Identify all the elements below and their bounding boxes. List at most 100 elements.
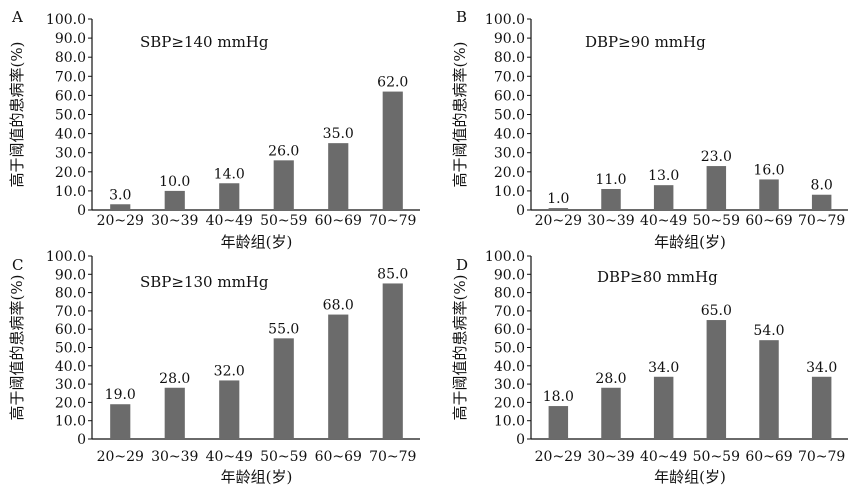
x-tick-label: 50~59 <box>260 213 307 229</box>
y-tick-label: 20.0 <box>55 395 86 411</box>
x-tick-label: 20~29 <box>97 449 144 465</box>
bar <box>273 160 294 210</box>
y-tick-label: 90.0 <box>55 31 86 47</box>
y-tick-label: 20.0 <box>494 165 525 181</box>
bar-value-label: 32.0 <box>214 363 245 379</box>
panel-a: A 0 10.0 20.0 30.0 40.0 50.0 60.0 70.0 80.0 90.0 10… <box>8 8 420 251</box>
bar <box>653 185 674 210</box>
bar-value-label: 11.0 <box>595 172 626 188</box>
condition-annotation: DBP≥80 mmHg <box>597 268 718 286</box>
y-tick-label: 0 <box>77 432 86 448</box>
bar-value-label: 35.0 <box>323 126 354 142</box>
bar <box>273 338 294 439</box>
x-tick-label: 30~39 <box>587 449 634 465</box>
y-tick-label: 80.0 <box>55 286 86 302</box>
bar <box>328 314 349 439</box>
bar-value-label: 1.0 <box>547 191 569 207</box>
bar <box>382 283 403 439</box>
x-tick-label: 50~59 <box>693 449 740 465</box>
y-tick-label: 50.0 <box>55 108 86 124</box>
x-axis-title: 年龄组(岁) <box>654 468 726 486</box>
x-tick-label: 40~49 <box>206 213 253 229</box>
bar-value-label: 34.0 <box>806 360 837 376</box>
y-tick-label: 70.0 <box>494 69 525 85</box>
y-tick-label: 20.0 <box>55 165 86 181</box>
x-tick-label: 30~39 <box>151 213 198 229</box>
bar-value-label: 54.0 <box>753 323 784 339</box>
x-tick-label: 70~79 <box>369 449 416 465</box>
bar-value-label: 55.0 <box>268 321 299 337</box>
y-tick-label: 70.0 <box>55 304 86 320</box>
x-tick-label: 60~69 <box>315 449 362 465</box>
bar-value-label: 28.0 <box>159 371 190 387</box>
y-tick-label: 10.0 <box>494 414 525 430</box>
bar <box>548 406 569 439</box>
bar-value-label: 3.0 <box>109 187 131 203</box>
y-tick-label: 10.0 <box>55 184 86 200</box>
bar-value-label: 34.0 <box>648 360 679 376</box>
y-tick-label: 60.0 <box>494 322 525 338</box>
x-axis-title: 年龄组(岁) <box>654 233 726 251</box>
bar <box>110 204 131 210</box>
panel-label: D <box>456 256 468 274</box>
y-axis-title: 高于阈值的患病率(%) <box>451 42 469 188</box>
y-axis-title: 高于阈值的患病率(%) <box>451 275 469 421</box>
bar <box>706 320 727 439</box>
y-tick-label: 0 <box>516 203 525 219</box>
bar-value-label: 65.0 <box>701 303 732 319</box>
panel-d: D 0 10.0 20.0 30.0 40.0 50.0 60.0 70.0 80.0 90.0 10… <box>451 249 848 486</box>
x-tick-label: 20~29 <box>535 213 582 229</box>
bar-value-label: 85.0 <box>377 266 408 282</box>
panel-label: A <box>11 8 23 26</box>
x-tick-label: 60~69 <box>745 449 792 465</box>
y-tick-label: 0 <box>516 432 525 448</box>
y-tick-label: 50.0 <box>55 341 86 357</box>
bar <box>759 340 779 439</box>
y-tick-label: 90.0 <box>494 31 525 47</box>
x-tick-label: 70~79 <box>798 213 845 229</box>
bar <box>653 376 674 439</box>
y-tick-label: 30.0 <box>55 377 86 393</box>
bar-value-label: 26.0 <box>268 143 299 159</box>
y-tick-label: 80.0 <box>494 286 525 302</box>
x-tick-label: 20~29 <box>535 449 582 465</box>
x-tick-label: 50~59 <box>693 213 740 229</box>
panel-b: B 0 10.0 20.0 30.0 40.0 50.0 60.0 70.0 80.0 90.0 10… <box>451 8 848 251</box>
x-tick-label: 70~79 <box>798 449 845 465</box>
bar-value-label: 28.0 <box>595 371 626 387</box>
y-tick-label: 50.0 <box>494 341 525 357</box>
y-tick-label: 40.0 <box>494 359 525 375</box>
x-tick-label: 50~59 <box>260 449 307 465</box>
y-tick-label: 90.0 <box>55 267 86 283</box>
y-tick-label: 100.0 <box>46 12 86 28</box>
y-tick-label: 10.0 <box>494 184 525 200</box>
y-tick-label: 20.0 <box>494 395 525 411</box>
y-axis-title: 高于阈值的患病率(%) <box>8 275 26 421</box>
bar-value-label: 62.0 <box>377 75 408 91</box>
bar <box>601 387 621 439</box>
y-tick-label: 0 <box>77 203 86 219</box>
x-axis-title: 年龄组(岁) <box>221 233 293 251</box>
condition-annotation: DBP≥90 mmHg <box>585 33 706 51</box>
y-tick-label: 50.0 <box>494 108 525 124</box>
panel-c: C 0 10.0 20.0 30.0 40.0 50.0 60.0 70.0 80.0 90.0 10… <box>8 249 420 486</box>
bar-value-label: 19.0 <box>105 387 136 403</box>
bar-value-label: 18.0 <box>543 389 574 405</box>
bar <box>110 404 131 439</box>
y-tick-label: 60.0 <box>55 88 86 104</box>
y-tick-label: 40.0 <box>55 359 86 375</box>
x-tick-label: 30~39 <box>151 449 198 465</box>
bar <box>164 387 185 439</box>
y-tick-label: 70.0 <box>494 304 525 320</box>
bar-value-label: 23.0 <box>701 149 732 165</box>
bar-value-label: 68.0 <box>323 298 354 314</box>
x-tick-label: 60~69 <box>745 213 792 229</box>
y-tick-label: 100.0 <box>485 12 525 28</box>
bar <box>548 208 569 210</box>
y-tick-label: 60.0 <box>494 88 525 104</box>
bar <box>328 143 349 210</box>
x-tick-label: 60~69 <box>315 213 362 229</box>
bar <box>219 380 240 439</box>
